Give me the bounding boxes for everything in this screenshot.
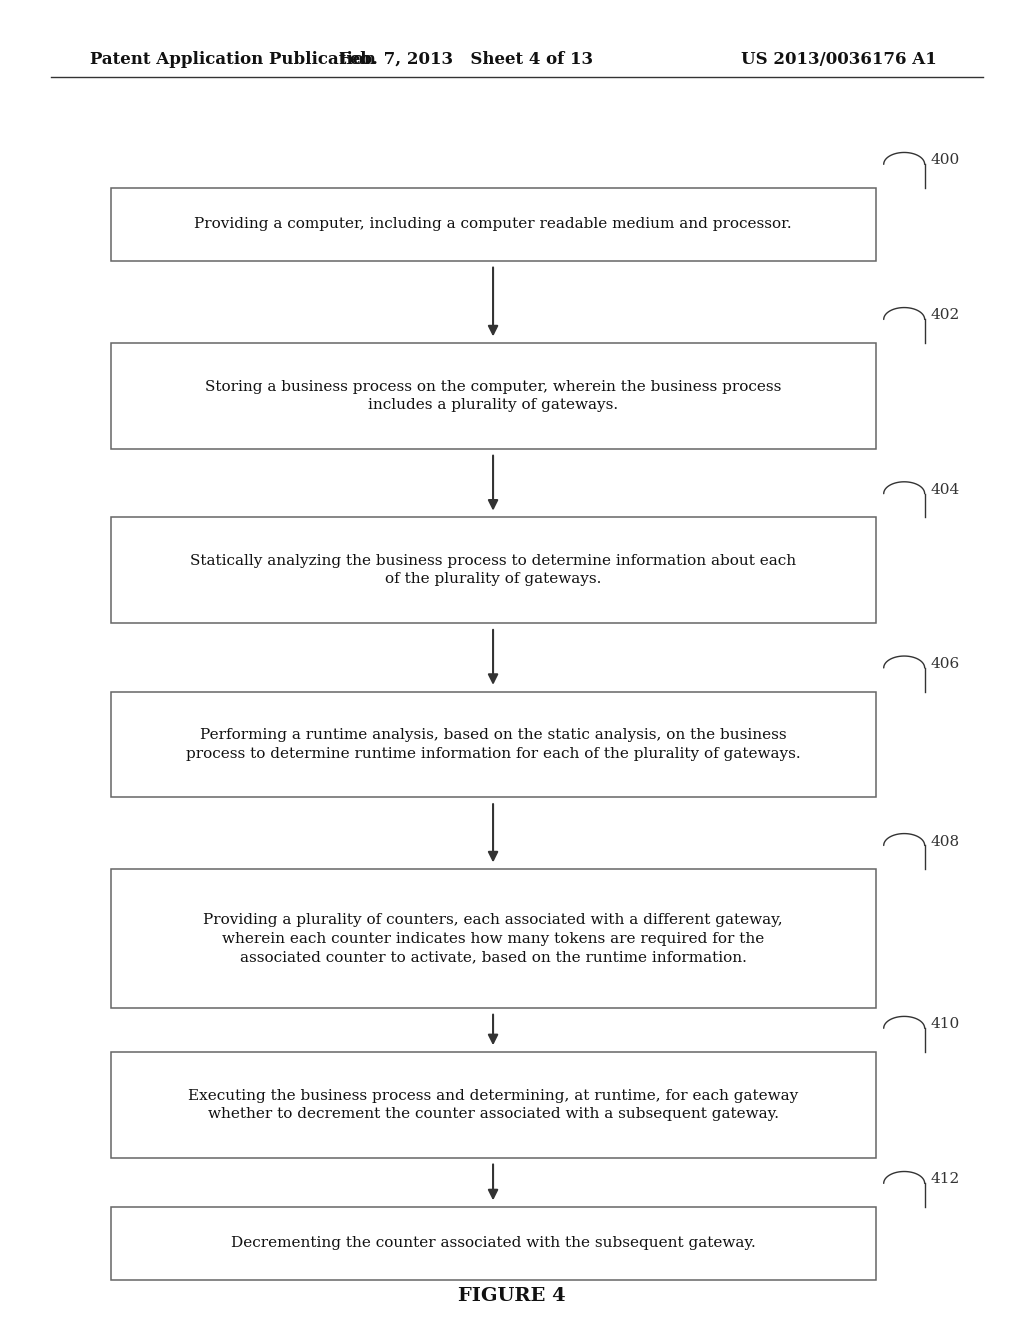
Text: Providing a plurality of counters, each associated with a different gateway,
whe: Providing a plurality of counters, each …	[203, 913, 783, 964]
Text: 404: 404	[931, 483, 961, 496]
Text: 406: 406	[931, 657, 961, 671]
FancyBboxPatch shape	[111, 1052, 876, 1158]
FancyBboxPatch shape	[111, 1206, 876, 1280]
FancyBboxPatch shape	[111, 343, 876, 449]
FancyBboxPatch shape	[111, 187, 876, 261]
Text: 408: 408	[931, 834, 959, 849]
Text: Performing a runtime analysis, based on the static analysis, on the business
pro: Performing a runtime analysis, based on …	[185, 729, 801, 760]
Text: 412: 412	[931, 1172, 961, 1187]
Text: US 2013/0036176 A1: US 2013/0036176 A1	[741, 51, 937, 67]
Text: Providing a computer, including a computer readable medium and processor.: Providing a computer, including a comput…	[195, 218, 792, 231]
FancyBboxPatch shape	[111, 870, 876, 1008]
FancyBboxPatch shape	[111, 517, 876, 623]
Text: Feb. 7, 2013   Sheet 4 of 13: Feb. 7, 2013 Sheet 4 of 13	[339, 51, 593, 67]
Text: 402: 402	[931, 309, 961, 322]
Text: 410: 410	[931, 1018, 961, 1031]
Text: Executing the business process and determining, at runtime, for each gateway
whe: Executing the business process and deter…	[188, 1089, 798, 1121]
Text: 400: 400	[931, 153, 961, 168]
Text: Decrementing the counter associated with the subsequent gateway.: Decrementing the counter associated with…	[230, 1237, 756, 1250]
Text: FIGURE 4: FIGURE 4	[458, 1287, 566, 1305]
Text: Storing a business process on the computer, wherein the business process
include: Storing a business process on the comput…	[205, 380, 781, 412]
FancyBboxPatch shape	[111, 692, 876, 797]
Text: Statically analyzing the business process to determine information about each
of: Statically analyzing the business proces…	[190, 554, 796, 586]
Text: Patent Application Publication: Patent Application Publication	[90, 51, 376, 67]
